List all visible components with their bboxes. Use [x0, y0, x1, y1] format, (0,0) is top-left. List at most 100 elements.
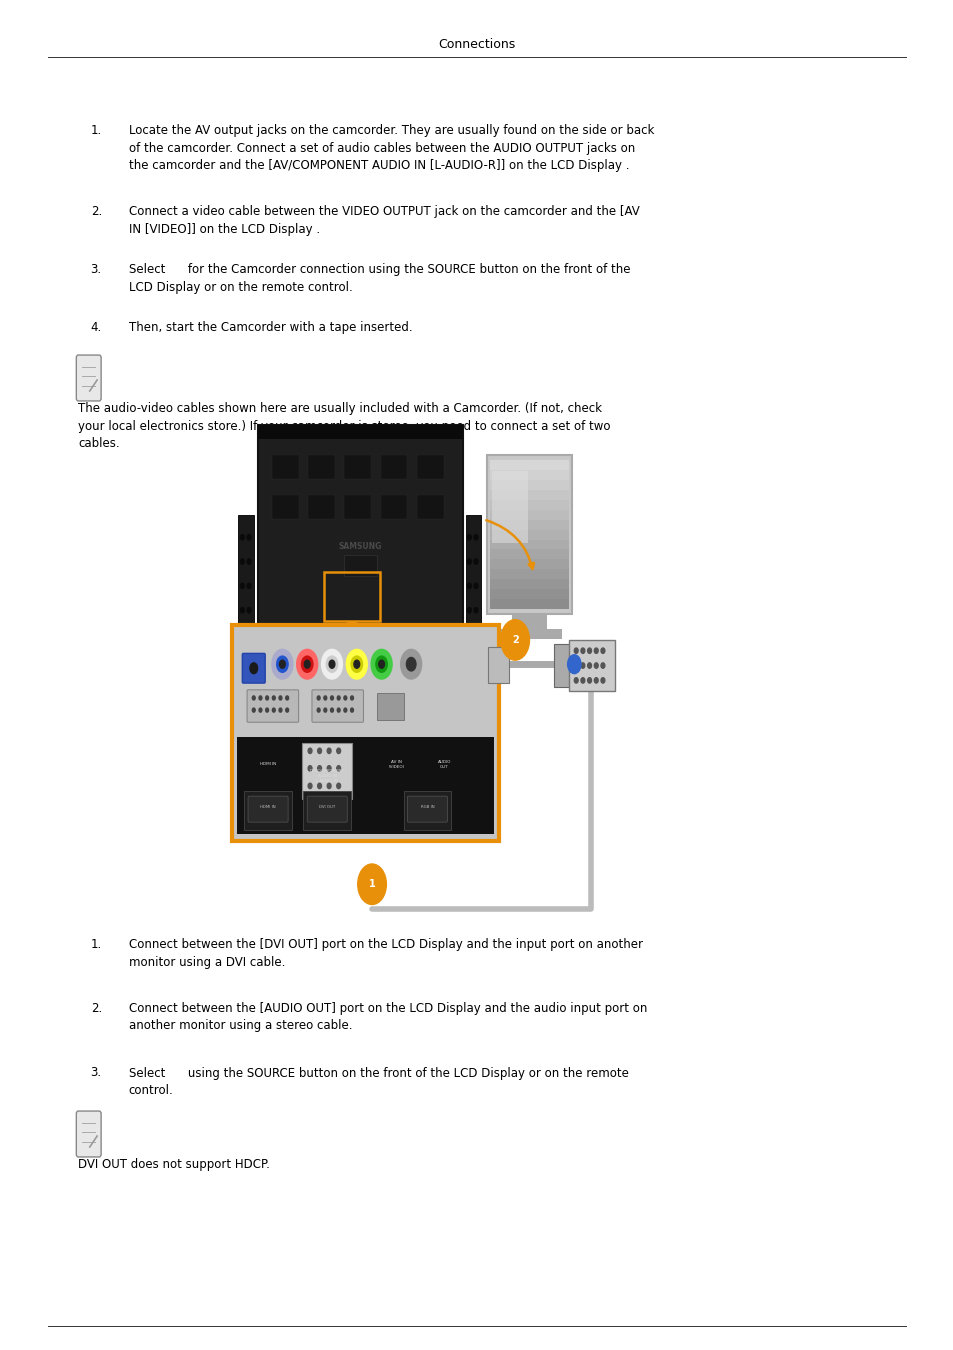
Bar [490, 579, 568, 589]
Circle shape [247, 583, 251, 589]
Bar [337, 634, 366, 662]
Bar [272, 455, 298, 479]
Text: 3.: 3. [91, 263, 102, 277]
Bar [497, 629, 561, 639]
Circle shape [247, 608, 251, 613]
Text: Select      for the Camcorder connection using the SOURCE button on the front of: Select for the Camcorder connection usin… [129, 263, 630, 294]
Circle shape [279, 709, 282, 713]
Circle shape [467, 559, 471, 564]
Circle shape [252, 697, 255, 699]
Text: DVI OUT: DVI OUT [318, 805, 335, 809]
Circle shape [574, 648, 578, 653]
Circle shape [378, 660, 384, 668]
Bar [490, 589, 568, 599]
Circle shape [351, 697, 353, 699]
Circle shape [600, 648, 604, 653]
Text: HDMI IN: HDMI IN [260, 805, 275, 809]
Circle shape [587, 663, 591, 668]
Circle shape [247, 535, 251, 540]
Circle shape [594, 678, 598, 683]
Circle shape [317, 765, 321, 771]
Circle shape [580, 663, 584, 668]
Circle shape [316, 697, 319, 699]
Text: 2.: 2. [91, 205, 102, 219]
Bar [236, 737, 494, 834]
Bar [512, 614, 546, 630]
Circle shape [273, 709, 274, 713]
Text: 1: 1 [368, 879, 375, 890]
FancyBboxPatch shape [303, 791, 351, 830]
Circle shape [286, 709, 288, 713]
FancyBboxPatch shape [76, 355, 101, 401]
Circle shape [580, 648, 584, 653]
Bar [416, 455, 443, 479]
Circle shape [265, 697, 269, 699]
Circle shape [375, 656, 387, 672]
Circle shape [279, 697, 282, 699]
Text: Connections: Connections [438, 38, 515, 51]
Text: Connect between the [AUDIO OUT] port on the LCD Display and the audio input port: Connect between the [AUDIO OUT] port on … [129, 1002, 646, 1033]
Bar [490, 490, 568, 500]
Circle shape [336, 783, 340, 788]
Text: 1.: 1. [91, 124, 102, 138]
FancyBboxPatch shape [486, 455, 572, 614]
FancyBboxPatch shape [232, 625, 498, 841]
Circle shape [467, 608, 471, 613]
Circle shape [467, 583, 471, 589]
Text: 1.: 1. [91, 938, 102, 952]
Circle shape [276, 656, 288, 672]
Bar [380, 455, 407, 479]
FancyBboxPatch shape [376, 693, 403, 720]
Bar [490, 500, 568, 510]
Circle shape [272, 649, 293, 679]
Text: 3.: 3. [91, 1066, 102, 1080]
Bar [272, 495, 298, 520]
Circle shape [594, 663, 598, 668]
Circle shape [265, 709, 269, 713]
Bar [308, 455, 335, 479]
FancyBboxPatch shape [403, 791, 451, 830]
FancyBboxPatch shape [312, 690, 363, 722]
Circle shape [337, 709, 340, 713]
Bar [490, 570, 568, 579]
Circle shape [400, 649, 421, 679]
Text: DVI OUT does not support HDCP.: DVI OUT does not support HDCP. [78, 1158, 270, 1172]
Circle shape [600, 678, 604, 683]
Circle shape [316, 709, 319, 713]
Text: The audio-video cables shown here are usually included with a Camcorder. (If not: The audio-video cables shown here are us… [78, 402, 610, 451]
Circle shape [327, 748, 331, 753]
Circle shape [357, 864, 386, 904]
Circle shape [240, 559, 244, 564]
Bar [315, 659, 388, 675]
Bar [238, 514, 253, 624]
Circle shape [587, 648, 591, 653]
Bar [308, 495, 335, 520]
Circle shape [331, 709, 334, 713]
Circle shape [354, 660, 359, 668]
Circle shape [574, 678, 578, 683]
Bar [257, 425, 462, 439]
Bar [490, 599, 568, 609]
FancyBboxPatch shape [76, 1111, 101, 1157]
Bar [490, 540, 568, 549]
Bar [490, 470, 568, 481]
Circle shape [371, 649, 392, 679]
Bar [344, 455, 371, 479]
Circle shape [500, 620, 529, 660]
Circle shape [336, 765, 340, 771]
Circle shape [252, 709, 255, 713]
Circle shape [308, 783, 312, 788]
Circle shape [259, 709, 261, 713]
Circle shape [240, 583, 244, 589]
Bar [465, 514, 480, 624]
Circle shape [587, 678, 591, 683]
Circle shape [324, 697, 326, 699]
Text: 4.: 4. [91, 321, 102, 335]
FancyBboxPatch shape [247, 690, 298, 722]
FancyBboxPatch shape [257, 425, 462, 634]
Circle shape [329, 660, 335, 668]
Text: AUDIO
OUT: AUDIO OUT [437, 760, 451, 768]
Circle shape [600, 663, 604, 668]
Circle shape [326, 656, 337, 672]
Circle shape [279, 660, 285, 668]
